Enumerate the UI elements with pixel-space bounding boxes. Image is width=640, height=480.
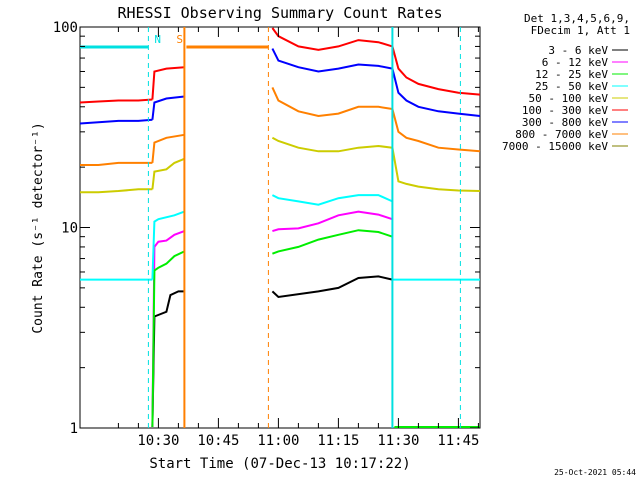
series-50-100-kev xyxy=(80,136,481,194)
x-tick-label: 11:45 xyxy=(437,433,479,449)
footer-timestamp: 25-Oct-2021 05:44 xyxy=(554,468,636,477)
series-line-800-7000-kev-0 xyxy=(80,161,153,166)
series-line-800-7000-kev-2 xyxy=(271,86,393,118)
series-800-7000-kev xyxy=(80,86,481,166)
series-line-50-100-kev-1 xyxy=(151,157,185,190)
series-line-300-800-kev-3 xyxy=(391,68,481,117)
legend-entry-12-25-kev: 12 - 25 keV xyxy=(535,68,628,81)
series-line-3-6-kev-1 xyxy=(271,275,393,299)
x-axis-label: Start Time (07-Dec-13 10:17:22) xyxy=(149,456,410,472)
y-tick-label: 10 xyxy=(61,221,78,237)
tick-layer: 10:30 10:45 11:00 11:15 11:30 11:45 1 10 100 xyxy=(53,20,480,449)
x-tick-label: 11:15 xyxy=(317,433,359,449)
legend-entry-label: 300 - 800 keV xyxy=(522,116,608,129)
series-3-6-kev xyxy=(151,275,393,428)
series-6-12-kev xyxy=(151,210,393,428)
legend-entry-50-100-kev: 50 - 100 keV xyxy=(529,92,628,105)
series-line-25-50-kev-2 xyxy=(271,194,393,206)
series-line-100-300-kev-2 xyxy=(271,27,393,51)
series-line-800-7000-kev-3 xyxy=(391,108,481,153)
series-line-300-800-kev-0 xyxy=(79,118,153,125)
legend-entry-800-7000-kev: 800 - 7000 keV xyxy=(515,128,628,141)
series-12-25-kev xyxy=(151,229,480,428)
x-tick-label: 10:30 xyxy=(137,433,179,449)
legend-header-line: FDecim 1, Att 1 xyxy=(531,24,630,37)
series-line-100-300-kev-3 xyxy=(391,46,481,96)
series-line-300-800-kev-2 xyxy=(271,48,393,73)
x-tick-label: 11:30 xyxy=(377,433,419,449)
series-line-25-50-kev-1 xyxy=(151,210,185,280)
legend-entry-6-12-kev: 6 - 12 keV xyxy=(542,56,628,69)
legend-entry-label: 3 - 6 keV xyxy=(548,44,608,57)
y-tick-label: 100 xyxy=(53,20,78,36)
y-tick-label: 1 xyxy=(70,421,78,437)
legend-entry-300-800-kev: 300 - 800 keV xyxy=(522,116,628,129)
series-300-800-kev xyxy=(79,48,481,125)
x-tick-label: 10:45 xyxy=(197,433,239,449)
series-line-12-25-kev-0 xyxy=(151,250,185,428)
series-line-12-25-kev-1 xyxy=(272,229,393,255)
flag-label-n: N xyxy=(154,33,161,46)
legend-header-line: Det 1,3,4,5,6,9, xyxy=(524,12,630,25)
legend-entry-7000-15000-kev: 7000 - 15000 keV xyxy=(502,140,628,153)
x-tick-label: 11:00 xyxy=(257,433,299,449)
legend-entry-label: 100 - 300 keV xyxy=(522,104,608,117)
legend-entry-label: 6 - 12 keV xyxy=(542,56,609,69)
legend-entry-25-50-kev: 25 - 50 keV xyxy=(535,80,628,93)
legend: Det 1,3,4,5,6,9,FDecim 1, Att 1 3 - 6 keV… xyxy=(502,12,630,153)
series-line-50-100-kev-0 xyxy=(80,188,153,194)
flag-label-s: S xyxy=(176,33,183,46)
legend-entry-3-6-kev: 3 - 6 keV xyxy=(548,44,628,57)
y-axis-label: Count Rate (s⁻¹ detector⁻¹) xyxy=(31,122,46,333)
legend-entry-100-300-kev: 100 - 300 keV xyxy=(522,104,628,117)
series-line-3-6-kev-0 xyxy=(151,290,185,428)
legend-entry-label: 25 - 50 keV xyxy=(535,80,608,93)
series-25-50-kev xyxy=(80,194,480,281)
series-line-300-800-kev-1 xyxy=(151,95,185,120)
plot-frame xyxy=(79,26,481,429)
series-line-100-300-kev-1 xyxy=(151,66,185,100)
series-line-50-100-kev-3 xyxy=(391,147,481,192)
series-layer xyxy=(79,27,481,428)
series-line-6-12-kev-1 xyxy=(272,210,393,233)
legend-entry-label: 800 - 7000 keV xyxy=(515,128,608,141)
series-line-50-100-kev-2 xyxy=(271,136,393,153)
legend-entry-label: 7000 - 15000 keV xyxy=(502,140,608,153)
series-100-300-kev xyxy=(79,27,481,104)
chart-title: RHESSI Observing Summary Count Rates xyxy=(117,4,442,22)
legend-entry-label: 50 - 100 keV xyxy=(529,92,609,105)
legend-entry-label: 12 - 25 keV xyxy=(535,68,608,81)
series-line-100-300-kev-0 xyxy=(79,98,153,104)
series-line-800-7000-kev-1 xyxy=(151,133,185,163)
